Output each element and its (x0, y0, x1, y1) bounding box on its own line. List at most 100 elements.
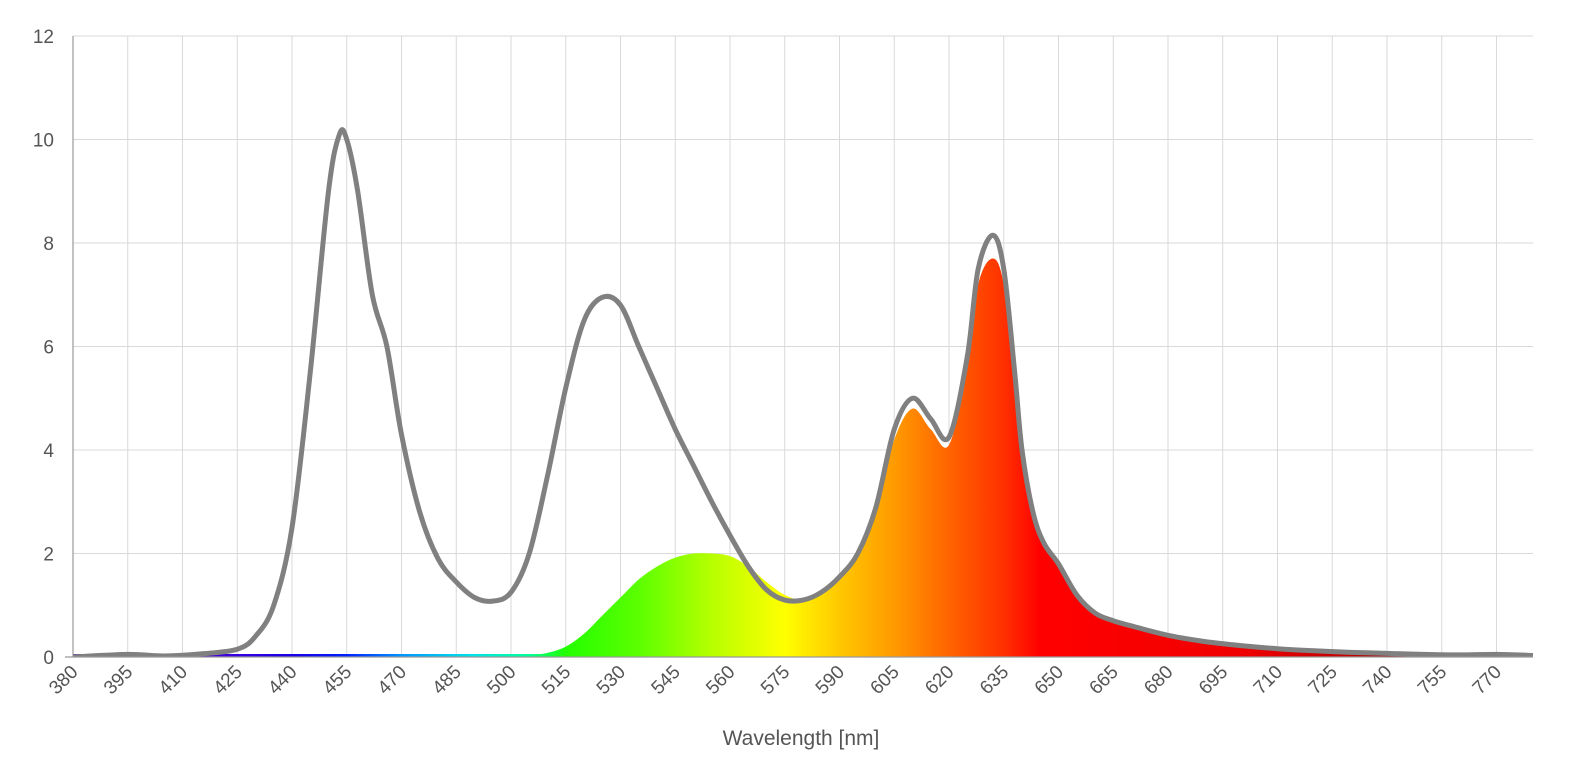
fill-data-point (1002, 282, 1006, 286)
x-axis-ticks: 380 395 410 425 440 455 470 485 500 515 530 545 560 5… (45, 662, 1506, 699)
x-tick-label: 665 (1086, 662, 1123, 699)
outline-data-point (673, 427, 677, 431)
fill-data-point (619, 595, 623, 599)
outline-data-point (370, 293, 374, 297)
x-tick-label: 680 (1140, 662, 1177, 699)
fill-data-point (1042, 541, 1046, 545)
fill-data-point (1093, 611, 1097, 615)
outline-data-point (965, 355, 969, 359)
x-tick-label: 485 (429, 662, 466, 699)
fill-data-point (892, 438, 896, 442)
outline-data-point (454, 580, 458, 584)
fill-data-point (911, 407, 915, 411)
fill-data-point (765, 580, 769, 584)
y-tick-label: 8 (43, 234, 54, 255)
fill-data-point (801, 598, 805, 602)
outline-data-point (290, 526, 294, 530)
outline-data-point (1020, 448, 1024, 452)
x-tick-label: 500 (483, 662, 520, 699)
x-tick-label: 770 (1469, 662, 1506, 699)
outline-data-point (728, 533, 732, 537)
y-tick-label: 6 (43, 338, 54, 359)
fill-data-point (1276, 647, 1280, 651)
outline-data-point (235, 647, 239, 651)
outline-data-point (929, 417, 933, 421)
outline-data-point (356, 189, 360, 193)
fill-data-point (856, 552, 860, 556)
grid (72, 35, 1533, 657)
outline-data-point (619, 303, 623, 307)
y-tick-label: 4 (43, 441, 54, 462)
x-tick-label: 725 (1305, 662, 1342, 699)
x-tick-label: 740 (1359, 662, 1396, 699)
fill-data-point (673, 556, 677, 560)
x-axis-title: Wavelength [nm] (723, 727, 880, 750)
outline-data-point (783, 598, 787, 602)
x-tick-label: 605 (867, 662, 904, 699)
x-tick-label: 395 (100, 662, 137, 699)
outline-data-point (308, 370, 312, 374)
x-tick-label: 635 (976, 662, 1013, 699)
outline-data-point (272, 603, 276, 607)
fill-data-point (1020, 453, 1024, 457)
fill-data-point (1166, 633, 1170, 637)
outline-data-point (400, 432, 404, 436)
fill-data-point (728, 554, 732, 558)
fill-data-point (546, 651, 550, 655)
fill-data-point (1203, 639, 1207, 643)
y-axis-ticks: 0 2 4 6 8 10 12 (33, 27, 55, 669)
fill-data-point (1239, 644, 1243, 648)
fill-data-point (991, 257, 995, 261)
outline-data-point (991, 233, 995, 237)
x-tick-label: 560 (702, 662, 739, 699)
fill-data-point (1057, 562, 1061, 566)
fill-data-point (600, 614, 604, 618)
x-tick-label: 710 (1250, 662, 1287, 699)
x-tick-label: 575 (757, 662, 794, 699)
fill-data-point (1013, 376, 1017, 380)
outline-data-point (327, 189, 331, 193)
fill-data-point (1312, 649, 1316, 653)
fill-data-point (1495, 652, 1499, 656)
outline-data-point (126, 652, 130, 656)
x-tick-label: 590 (812, 662, 849, 699)
fill-data-point (929, 427, 933, 431)
outline-data-point (527, 552, 531, 556)
outline-data-point (509, 590, 513, 594)
outline-data-point (1002, 267, 1006, 271)
fill-data-point (783, 593, 787, 597)
x-tick-label: 620 (921, 662, 958, 699)
fill-data-point (1111, 619, 1115, 623)
x-tick-label: 530 (593, 662, 630, 699)
fill-data-point (746, 564, 750, 568)
fill-data-point (976, 282, 980, 286)
x-tick-label: 425 (210, 662, 247, 699)
fill-data-point (1458, 653, 1462, 657)
spectrum-outline-line (73, 127, 1533, 657)
outline-data-point (436, 557, 440, 561)
x-tick-label: 455 (319, 662, 356, 699)
outline-data-point (892, 427, 896, 431)
outline-data-point (491, 599, 495, 603)
y-tick-label: 2 (43, 545, 54, 566)
outline-data-point (976, 267, 980, 271)
x-tick-label: 755 (1414, 662, 1451, 699)
outline-data-point (692, 464, 696, 468)
x-tick-label: 650 (1031, 662, 1068, 699)
fill-data-point (1130, 624, 1134, 628)
spectrum-baseline-strip (73, 654, 1533, 657)
outline-data-point (947, 435, 951, 439)
fill-data-point (838, 577, 842, 581)
fill-data-point (965, 365, 969, 369)
outline-data-point (911, 396, 915, 400)
fill-data-point (1422, 652, 1426, 656)
fill-data-point (1385, 651, 1389, 655)
outline-data-point (385, 345, 389, 349)
outline-data-point (546, 474, 550, 478)
y-tick-label: 12 (33, 27, 54, 48)
x-tick-label: 470 (374, 662, 411, 699)
outline-data-point (199, 652, 203, 656)
outline-data-point (1013, 370, 1017, 374)
fill-data-point (1031, 510, 1035, 514)
